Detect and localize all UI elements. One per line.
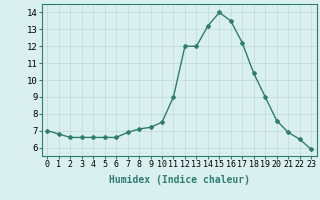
X-axis label: Humidex (Indice chaleur): Humidex (Indice chaleur) [109,175,250,185]
